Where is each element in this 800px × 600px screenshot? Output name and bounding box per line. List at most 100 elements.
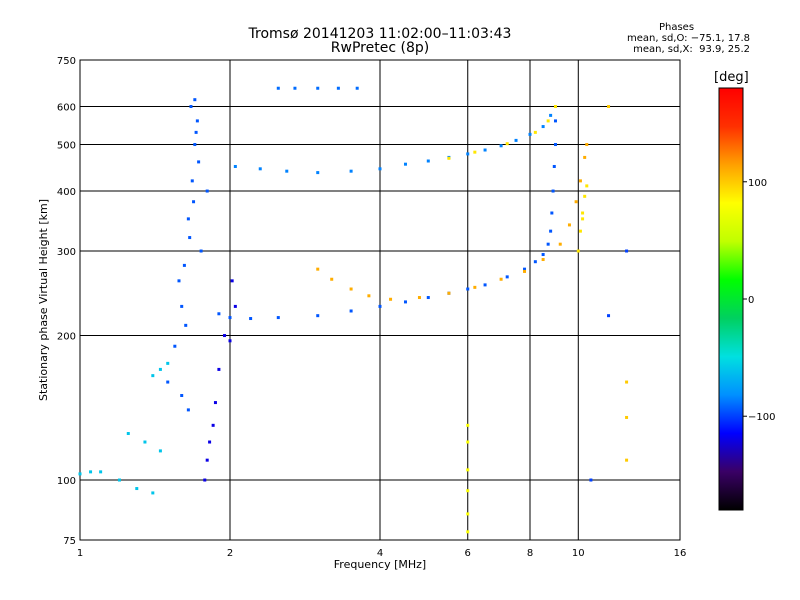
data-point (217, 367, 221, 371)
x-tick-label: 16 (674, 548, 687, 559)
chart-subtitle: RwPretec (8p) (330, 40, 430, 56)
phase-stats-o: mean, sd,O: −75.1, 17.8 (627, 33, 750, 44)
data-point (316, 267, 320, 271)
data-point (473, 285, 477, 289)
data-point (189, 105, 193, 109)
data-point (553, 143, 557, 147)
colorbar-tick-label: −100 (748, 412, 775, 423)
data-point (276, 316, 280, 320)
data-point (546, 119, 550, 123)
x-axis-label: Frequency [MHz] (334, 558, 426, 571)
data-point (205, 189, 209, 193)
data-point (426, 296, 430, 300)
x-tick-label: 2 (227, 548, 233, 559)
data-point (378, 167, 382, 171)
data-point (576, 249, 580, 253)
data-point (447, 156, 451, 160)
data-point (151, 374, 155, 378)
colorbar-tick-label: 0 (748, 295, 754, 306)
data-point (349, 287, 353, 291)
data-points (78, 86, 629, 534)
data-point (589, 478, 593, 482)
data-point (466, 440, 470, 444)
data-point (217, 312, 221, 316)
data-point (581, 211, 585, 215)
data-point (403, 300, 407, 304)
data-point (193, 143, 197, 147)
y-tick-label: 200 (57, 332, 76, 343)
y-tick-label: 600 (57, 103, 76, 114)
data-point (228, 339, 232, 343)
data-point (389, 297, 393, 301)
data-point (177, 279, 181, 283)
data-point (293, 86, 297, 90)
data-point (166, 361, 170, 365)
data-point (193, 98, 197, 102)
data-point (567, 223, 571, 227)
data-point (541, 125, 545, 129)
data-point (192, 200, 196, 204)
data-point (190, 179, 194, 183)
colorbar (718, 87, 744, 511)
y-tick-label: 100 (57, 476, 76, 487)
y-tick-label: 400 (57, 187, 76, 198)
data-point (578, 229, 582, 233)
data-point (276, 86, 280, 90)
data-point (585, 184, 589, 188)
data-point (553, 119, 557, 123)
data-point (213, 401, 217, 405)
data-point (258, 167, 262, 171)
data-point (625, 380, 629, 384)
data-point (158, 449, 162, 453)
data-point (523, 269, 527, 273)
data-point (316, 86, 320, 90)
data-point (552, 164, 556, 168)
data-point (349, 309, 353, 313)
data-point (195, 119, 199, 123)
data-point (625, 458, 629, 462)
data-point (466, 489, 470, 493)
data-point (625, 415, 629, 419)
data-point (417, 296, 421, 300)
data-point (336, 86, 340, 90)
data-point (625, 249, 629, 253)
y-tick-label: 500 (57, 141, 76, 152)
data-point (316, 314, 320, 318)
data-point (126, 432, 130, 436)
data-point (558, 242, 562, 246)
data-point (550, 211, 554, 215)
data-point (483, 283, 487, 287)
data-point (349, 169, 353, 173)
data-point (211, 423, 215, 427)
data-point (583, 194, 587, 198)
data-point (355, 86, 359, 90)
data-point (188, 236, 192, 240)
data-point (135, 487, 139, 491)
data-point (585, 143, 589, 147)
x-tick-label: 10 (572, 548, 585, 559)
y-tick-label: 75 (63, 536, 76, 547)
data-point (607, 105, 611, 109)
data-point (546, 242, 550, 246)
x-tick-label: 4 (377, 548, 383, 559)
data-point (143, 440, 147, 444)
data-point (330, 277, 334, 281)
data-point (99, 470, 103, 474)
data-point (499, 144, 503, 148)
data-point (223, 334, 227, 338)
data-point (203, 478, 207, 482)
data-point (117, 478, 121, 482)
data-point (466, 512, 470, 516)
y-tick-label: 300 (57, 247, 76, 258)
colorbar-unit: [deg] (714, 70, 749, 85)
data-point (583, 155, 587, 159)
data-point (505, 142, 509, 146)
data-point (533, 260, 537, 264)
data-point (466, 152, 470, 156)
y-tick-label: 750 (57, 56, 76, 67)
data-point (89, 470, 93, 474)
data-point (194, 130, 198, 134)
colorbar-tick-label: 100 (748, 178, 767, 189)
data-point (180, 304, 184, 308)
